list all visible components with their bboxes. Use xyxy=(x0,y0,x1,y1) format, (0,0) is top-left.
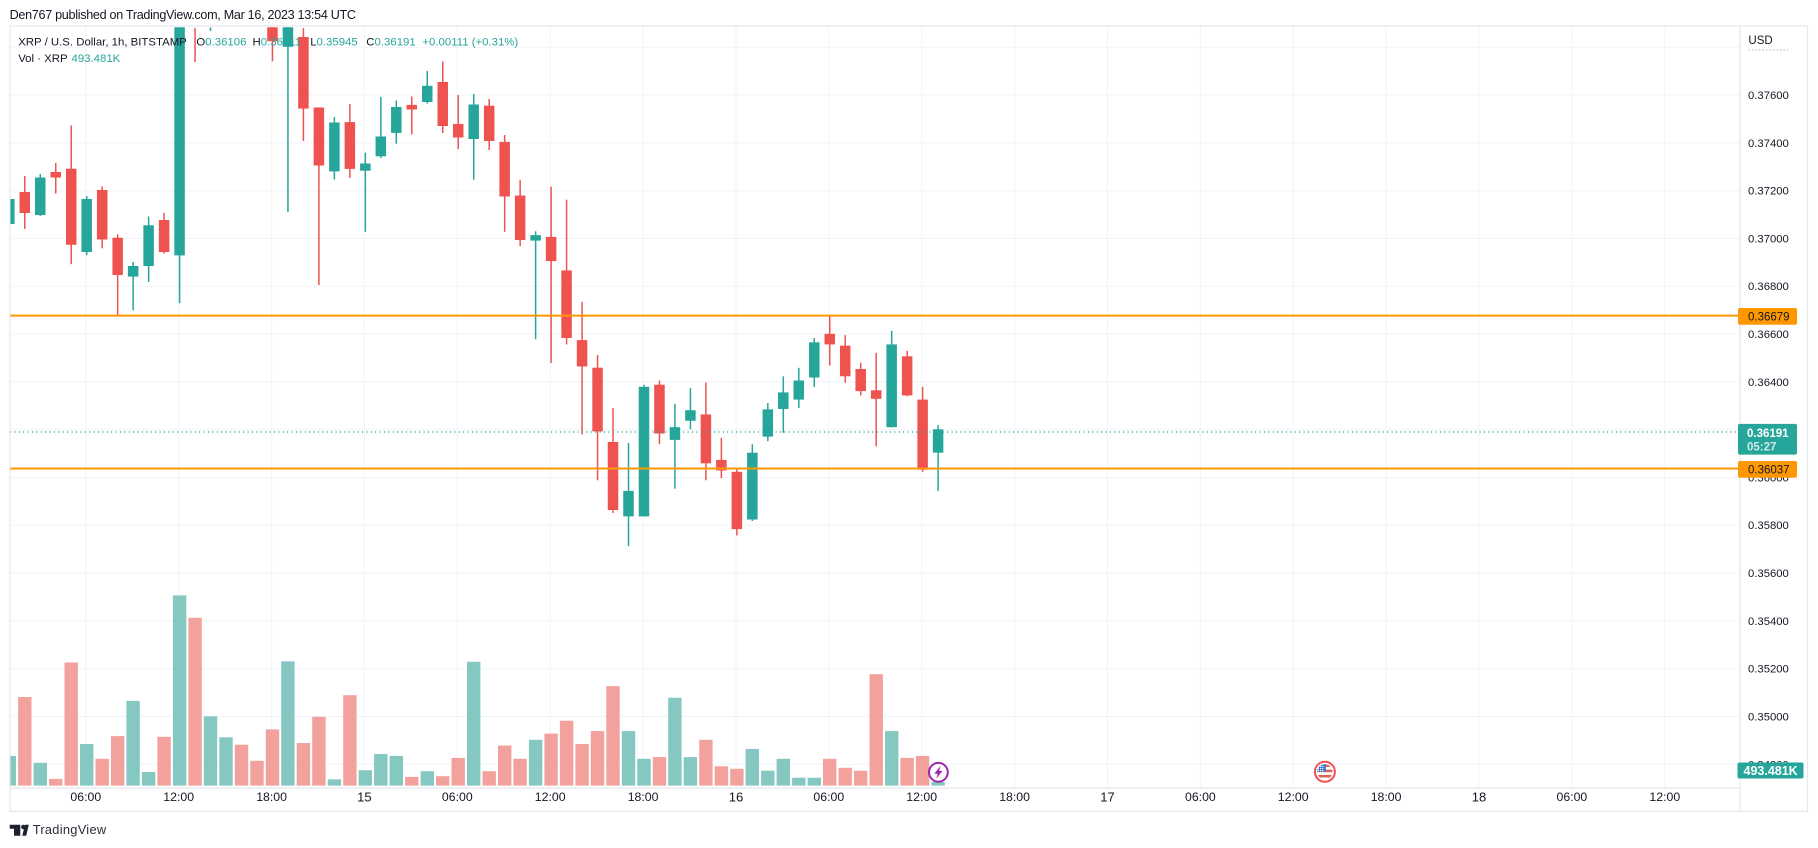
svg-text:0.36600: 0.36600 xyxy=(1748,329,1789,341)
svg-text:12:00: 12:00 xyxy=(1649,790,1680,804)
svg-text:18: 18 xyxy=(1472,790,1486,805)
svg-text:17: 17 xyxy=(1100,790,1114,805)
svg-text:06:00: 06:00 xyxy=(1185,790,1216,804)
svg-text:0.37400: 0.37400 xyxy=(1748,138,1789,150)
svg-text:18:00: 18:00 xyxy=(256,790,287,804)
svg-text:0.36191: 0.36191 xyxy=(1747,428,1789,440)
svg-text:12:00: 12:00 xyxy=(906,790,937,804)
svg-text:TradingView: TradingView xyxy=(33,822,107,837)
svg-text:0.36037: 0.36037 xyxy=(1748,465,1790,477)
svg-text:Den767 published on TradingVie: Den767 published on TradingView.com, Mar… xyxy=(10,8,356,22)
svg-text:C0.36191: C0.36191 xyxy=(366,37,415,49)
svg-text:0.37200: 0.37200 xyxy=(1748,186,1789,198)
svg-text:0.35400: 0.35400 xyxy=(1748,616,1789,628)
svg-text:0.36800: 0.36800 xyxy=(1748,281,1789,293)
svg-text:12:00: 12:00 xyxy=(163,790,194,804)
svg-text:12:00: 12:00 xyxy=(1278,790,1309,804)
svg-text:06:00: 06:00 xyxy=(70,790,101,804)
svg-text:0.37000: 0.37000 xyxy=(1748,233,1789,245)
svg-text:18:00: 18:00 xyxy=(1371,790,1402,804)
svg-text:06:00: 06:00 xyxy=(1557,790,1588,804)
svg-text:+0.00111 (+0.31%): +0.00111 (+0.31%) xyxy=(422,37,518,49)
svg-text:0.35000: 0.35000 xyxy=(1748,711,1789,723)
svg-text:18:00: 18:00 xyxy=(999,790,1030,804)
svg-text:06:00: 06:00 xyxy=(442,790,473,804)
svg-text:0.36679: 0.36679 xyxy=(1748,312,1790,324)
svg-text:493.481K: 493.481K xyxy=(72,53,121,65)
svg-text:0.36400: 0.36400 xyxy=(1748,377,1789,389)
svg-text:USD: USD xyxy=(1748,35,1772,47)
svg-text:0.35800: 0.35800 xyxy=(1748,520,1789,532)
svg-text:0.37600: 0.37600 xyxy=(1748,90,1789,102)
svg-text:0.35200: 0.35200 xyxy=(1748,664,1789,676)
svg-text:06:00: 06:00 xyxy=(813,790,844,804)
svg-text:0.35600: 0.35600 xyxy=(1748,568,1789,580)
svg-text:15: 15 xyxy=(357,790,371,805)
svg-text:18:00: 18:00 xyxy=(628,790,659,804)
svg-text:H0.36411: H0.36411 xyxy=(253,37,302,49)
svg-text:XRP / U.S. Dollar, 1h, BITSTAM: XRP / U.S. Dollar, 1h, BITSTAMP xyxy=(18,37,187,49)
svg-text:O0.36106: O0.36106 xyxy=(196,37,246,49)
svg-text:L0.35945: L0.35945 xyxy=(310,37,358,49)
svg-text:493.481K: 493.481K xyxy=(1744,764,1798,778)
svg-text:16: 16 xyxy=(729,790,743,805)
svg-text:05:27: 05:27 xyxy=(1747,442,1776,454)
svg-text:12:00: 12:00 xyxy=(535,790,566,804)
svg-text:Vol · XRP: Vol · XRP xyxy=(18,53,67,65)
